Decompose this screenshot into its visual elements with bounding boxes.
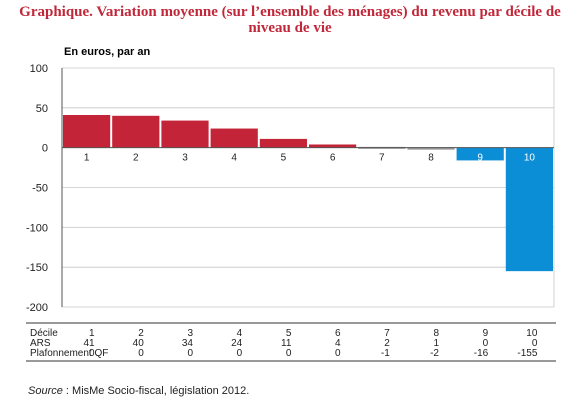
source-note: Source : MisMe Socio-fiscal, législation…: [28, 385, 249, 397]
x-category-label: 7: [379, 153, 385, 164]
table-header-cell: 7: [384, 328, 390, 339]
table-header-cell: 3: [187, 328, 193, 339]
table-cell: 4: [335, 338, 341, 349]
table-cell: -16: [474, 348, 489, 359]
bar-decile-8: [407, 147, 455, 150]
table-cell: 41: [83, 338, 95, 349]
table-header-cell: 8: [433, 328, 439, 339]
table-header-cell: 10: [526, 328, 538, 339]
x-category-label: 3: [182, 153, 188, 164]
table-cell: 0: [187, 348, 193, 359]
table-cell: 0: [138, 348, 144, 359]
y-tick-label: 0: [42, 143, 48, 155]
table-header-cell: 4: [237, 328, 243, 339]
table-header-cell: 9: [483, 328, 489, 339]
table-header-cell: 5: [286, 328, 292, 339]
x-category-label: 8: [428, 153, 434, 164]
x-category-label: 1: [84, 153, 90, 164]
table-cell: -155: [517, 348, 537, 359]
table-cell: 34: [182, 338, 194, 349]
table-cell: 40: [133, 338, 145, 349]
x-category-label: 6: [330, 153, 336, 164]
table-cell: 11: [281, 338, 292, 349]
table-header-label: Décile: [30, 328, 58, 339]
bar-decile-9: [456, 147, 504, 161]
y-tick-label: 100: [30, 63, 48, 75]
y-tick-label: 50: [36, 103, 48, 115]
y-tick-label: -50: [32, 183, 48, 195]
x-category-label: 2: [133, 153, 139, 164]
x-category-label: 5: [281, 153, 287, 164]
table-cell: 0: [237, 348, 243, 359]
table-row-label: ARS: [30, 338, 51, 349]
x-category-label: 9: [477, 153, 483, 164]
table-header-cell: 6: [335, 328, 341, 339]
y-unit-label: En euros, par an: [64, 46, 151, 58]
table-header-cell: 2: [138, 328, 144, 339]
table-cell: 2: [384, 338, 390, 349]
y-tick-label: -200: [26, 302, 48, 314]
table-cell: 1: [433, 338, 439, 349]
bar-decile-2: [112, 115, 160, 148]
x-category-label: 10: [524, 153, 536, 164]
y-tick-label: -150: [26, 262, 48, 274]
table-cell: 0: [89, 348, 95, 359]
table-cell: 0: [335, 348, 341, 359]
table-header-cell: 1: [89, 328, 95, 339]
bar-decile-6: [309, 144, 357, 148]
bar-decile-4: [210, 128, 258, 148]
table-cell: -1: [381, 348, 390, 359]
x-category-label: 4: [231, 153, 237, 164]
table-cell: 0: [532, 338, 538, 349]
bar-decile-10: [505, 147, 553, 272]
bar-decile-5: [259, 138, 307, 148]
bar-decile-1: [63, 115, 111, 148]
source-text: : MisMe Socio-fiscal, législation 2012.: [62, 385, 250, 397]
bar-decile-3: [161, 120, 209, 148]
y-tick-label: -100: [26, 222, 48, 234]
table-cell: 0: [286, 348, 292, 359]
table-cell: 0: [483, 338, 489, 349]
table-cell: -2: [430, 348, 439, 359]
table-cell: 24: [231, 338, 243, 349]
source-label: Source: [28, 385, 63, 397]
chart-title: Graphique. Variation moyenne (sur l’ense…: [19, 4, 561, 36]
table-row-label: Plafonnement QF: [30, 348, 108, 359]
